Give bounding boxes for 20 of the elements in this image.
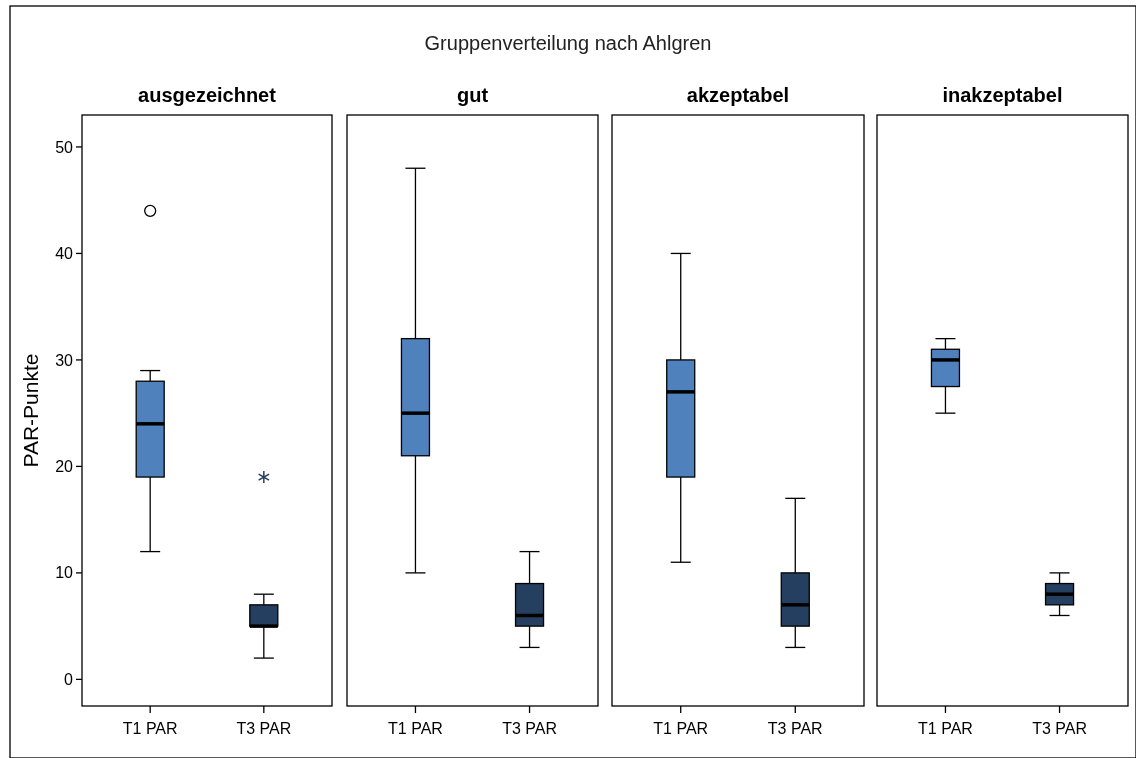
x-tick-label: T1 PAR bbox=[918, 720, 973, 737]
y-axis-title: PAR-Punkte bbox=[19, 353, 42, 468]
x-tick-label: T1 PAR bbox=[122, 720, 178, 737]
y-tick-label: 30 bbox=[55, 351, 74, 369]
y-tick-label: 50 bbox=[55, 138, 74, 156]
x-tick-label: T1 PAR bbox=[653, 720, 709, 737]
y-tick-label: 0 bbox=[64, 670, 74, 688]
x-tick-label: T3 PAR bbox=[767, 720, 823, 737]
chart-title: inakzeptabel bbox=[942, 84, 1063, 106]
y-tick-label: 20 bbox=[55, 458, 74, 476]
chart-title: ausgezeichnet bbox=[138, 84, 277, 106]
y-tick-label: 40 bbox=[55, 245, 74, 263]
x-tick-label: T3 PAR bbox=[502, 720, 557, 737]
x-tick-label: T1 PAR bbox=[388, 720, 443, 737]
chart-title: gut bbox=[456, 84, 489, 106]
x-tick-label: T3 PAR bbox=[1032, 720, 1087, 737]
text: Gruppenverteilung nach Ahlgren bbox=[424, 32, 712, 54]
y-tick-label: 10 bbox=[55, 564, 74, 582]
x-tick-label: T3 PAR bbox=[236, 720, 292, 737]
chart-title: akzeptabel bbox=[686, 84, 790, 106]
